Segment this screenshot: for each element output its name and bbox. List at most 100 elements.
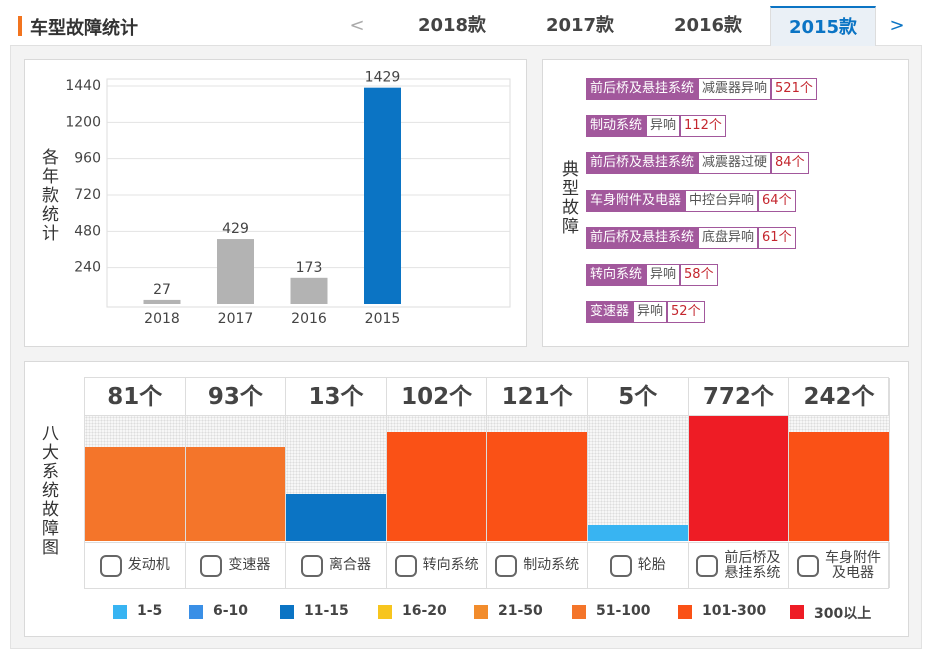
category-icon [200, 554, 223, 577]
fault-count: 58个 [680, 264, 718, 286]
bar [217, 239, 254, 304]
fault-count: 112个 [680, 115, 726, 138]
fault-count: 84个 [771, 152, 809, 175]
value-label: 1429 [365, 70, 401, 86]
category-cell: 发动机 [85, 542, 186, 588]
fault-fault: 减震器过硬 [698, 152, 772, 175]
fault-fault: 减震器异响 [698, 78, 772, 100]
fault-tag: 制动系统 异响 112个 [586, 115, 726, 138]
y-axis-title: 各年款统计 [38, 148, 58, 243]
legend-swatch [790, 605, 804, 619]
value-label: 27 [153, 282, 171, 298]
value-label: 429 [222, 221, 249, 237]
y-tick-label: 480 [74, 223, 101, 239]
fault-tag: 前后桥及悬挂系统 减震器异响 521个 [586, 78, 817, 100]
fault-fault: 底盘异响 [698, 226, 759, 249]
category-label: 转向系统 [422, 557, 479, 573]
fault-system: 前后桥及悬挂系统 [586, 226, 699, 249]
category-icon [696, 554, 719, 577]
x-tick-label: 2016 [291, 311, 327, 327]
bar [386, 431, 487, 541]
category-cell: 车身附件及电器 [789, 542, 890, 588]
fault-tag: 前后桥及悬挂系统 减震器过硬 84个 [586, 152, 809, 175]
legend-label: 51-100 [596, 603, 651, 619]
bar [290, 277, 328, 304]
category-icon [495, 554, 518, 577]
legend-swatch [678, 605, 692, 619]
y-tick-label: 1200 [65, 114, 101, 130]
category-cell: 制动系统 [487, 542, 588, 588]
fault-count: 521个 [771, 78, 817, 100]
fault-fault: 异响 [646, 264, 681, 286]
legend-label: 16-20 [402, 603, 447, 619]
category-label: 前后桥及悬挂系统 [724, 549, 781, 581]
count-label: 772个 [688, 378, 790, 416]
legend-label: 21-50 [498, 603, 543, 619]
category-label: 离合器 [328, 557, 371, 573]
fault-tag: 车身附件及电器 中控台异响 64个 [586, 189, 796, 212]
tab[interactable]: 2015款 [770, 6, 876, 46]
y-tick-label: 1440 [65, 78, 101, 94]
bar [789, 431, 889, 541]
category-cell: 离合器 [286, 542, 387, 588]
fault-system: 变速器 [586, 301, 634, 324]
header-title: 车型故障统计 [30, 18, 138, 39]
bar-chart: 240 480 720 960 1200 1440 27 2018 429 2017 173 2016… [65, 70, 511, 327]
legend-swatch [113, 605, 127, 619]
value-label: 173 [296, 260, 323, 276]
category-cell: 转向系统 [386, 542, 488, 588]
legend-label: 11-15 [304, 603, 349, 619]
category-cell: 变速器 [185, 542, 287, 588]
bar-area [588, 416, 689, 541]
tab-prev[interactable]: < [349, 15, 365, 36]
tab[interactable]: 2018款 [417, 15, 487, 36]
y-tick-label: 720 [74, 187, 101, 203]
category-icon [796, 554, 819, 577]
fault-tag: 变速器 异响 52个 [586, 301, 705, 324]
fault-tag: 前后桥及悬挂系统 底盘异响 61个 [586, 226, 796, 249]
bar [143, 299, 181, 304]
category-icon [300, 554, 323, 577]
tab-next[interactable]: > [889, 15, 905, 36]
tab[interactable]: 2016款 [673, 15, 743, 36]
systems-title: 八大系统故障图 [38, 424, 58, 557]
bar [364, 87, 401, 304]
plot-frame [106, 78, 511, 308]
x-tick-label: 2018 [144, 311, 180, 327]
category-label: 发动机 [127, 557, 170, 573]
category-cell: 轮胎 [588, 542, 689, 588]
faults-title: 典型故障 [558, 160, 578, 236]
category-label: 轮胎 [637, 557, 666, 573]
count-label: 13个 [286, 378, 387, 416]
category-icon [394, 554, 417, 577]
fault-system: 制动系统 [586, 115, 647, 138]
legend-swatch [280, 605, 294, 619]
fault-count: 52个 [667, 301, 705, 324]
fault-system: 转向系统 [586, 264, 647, 286]
legend-label: 300以上 [814, 606, 872, 622]
y-tick-label: 240 [74, 260, 101, 276]
legend-swatch [189, 605, 203, 619]
fault-fault: 中控台异响 [685, 189, 759, 212]
fault-count: 64个 [758, 189, 796, 212]
count-label: 242个 [789, 378, 890, 416]
count-label: 102个 [386, 378, 488, 416]
legend-label: 101-300 [702, 603, 767, 619]
fault-system: 前后桥及悬挂系统 [586, 152, 699, 175]
bar [85, 447, 185, 541]
title-marker [18, 16, 22, 36]
count-label: 5个 [588, 378, 689, 416]
y-tick-label: 960 [74, 151, 101, 167]
bar [185, 447, 286, 541]
fault-fault: 异响 [633, 301, 668, 324]
legend-swatch [572, 605, 586, 619]
bar [588, 525, 688, 541]
bar [487, 431, 587, 541]
bar [688, 416, 789, 541]
legend-label: 1-5 [137, 603, 163, 619]
legend-swatch [474, 605, 488, 619]
fault-fault: 异响 [646, 115, 681, 138]
category-label: 制动系统 [523, 557, 580, 573]
tab[interactable]: 2017款 [545, 15, 615, 36]
